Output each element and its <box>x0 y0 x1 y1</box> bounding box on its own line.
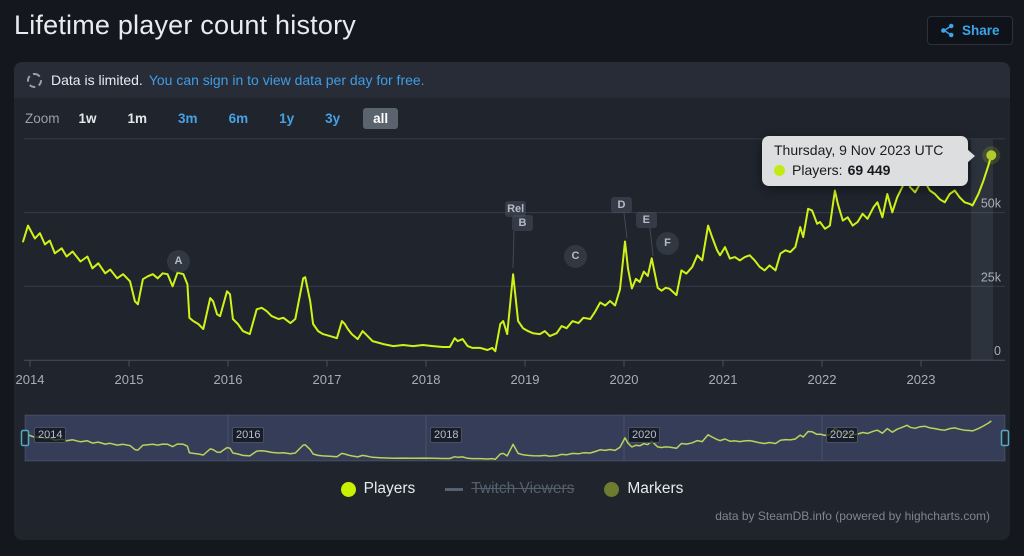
navigator-handle-right[interactable] <box>1000 429 1010 447</box>
players-series-line <box>22 154 993 353</box>
zoom-option-1y[interactable]: 1y <box>279 110 295 126</box>
tooltip-value: 69 449 <box>847 162 891 178</box>
hovered-point-marker[interactable] <box>986 150 997 161</box>
x-axis-label: 2023 <box>907 372 936 387</box>
share-button-label: Share <box>962 23 1000 38</box>
chart-flag-b[interactable]: B <box>512 215 533 231</box>
navigator-year-label: 2016 <box>232 427 265 443</box>
chart-flag-f[interactable]: F <box>656 231 680 255</box>
zoom-option-all[interactable]: all <box>363 107 399 129</box>
players-series-dot-icon <box>774 164 785 176</box>
navigator-year-label: 2020 <box>628 427 661 443</box>
chart-legend: Players Twitch Viewers Markers <box>0 480 1024 498</box>
x-axis-label: 2014 <box>16 372 45 387</box>
chart-flag-c[interactable]: C <box>563 244 587 268</box>
legend-label: Markers <box>627 480 684 497</box>
tooltip-date: Thursday, 9 Nov 2023 UTC <box>774 142 944 158</box>
crosshair-band <box>971 139 993 360</box>
y-axis-label: 25k <box>981 270 1002 284</box>
x-axis-label: 2016 <box>214 372 243 387</box>
notice-text: Data is limited. <box>51 72 143 88</box>
share-button[interactable]: Share <box>927 16 1013 45</box>
navigator-year-label: 2022 <box>826 427 859 443</box>
limited-data-icon <box>27 72 42 88</box>
flag-stem <box>623 212 628 239</box>
x-axis-label: 2015 <box>115 372 144 387</box>
zoom-option-6m[interactable]: 6m <box>228 110 249 126</box>
zoom-option-1m[interactable]: 1m <box>127 110 148 126</box>
markers-marker-icon <box>604 481 620 497</box>
x-axis-label: 2022 <box>808 372 837 387</box>
legend-item-markers[interactable]: Markers <box>604 480 683 498</box>
x-axis-label: 2019 <box>511 372 540 387</box>
share-icon <box>940 23 955 38</box>
legend-item-twitch-viewers[interactable]: Twitch Viewers <box>445 480 574 498</box>
x-axis-label: 2017 <box>313 372 342 387</box>
x-axis-label: 2021 <box>709 372 738 387</box>
x-axis-label: 2020 <box>610 372 639 387</box>
zoom-option-3y[interactable]: 3y <box>325 110 341 126</box>
x-axis-label: 2018 <box>412 372 441 387</box>
chart-flag-e[interactable]: E <box>635 212 657 228</box>
page-title: Lifetime player count history <box>14 10 356 40</box>
tooltip-series-label: Players: <box>792 162 843 178</box>
legend-label: Twitch Viewers <box>471 480 575 497</box>
zoom-option-3m[interactable]: 3m <box>178 110 198 126</box>
flag-stem <box>649 227 654 257</box>
zoom-controls: Zoom 1w 1m 3m 6m 1y 3y all <box>25 105 399 131</box>
legend-label: Players <box>363 480 416 497</box>
zoom-label: Zoom <box>25 110 60 126</box>
flag-stem <box>512 230 515 269</box>
sign-in-link[interactable]: You can sign in to view data per day for… <box>148 72 425 88</box>
y-axis-label: 0 <box>994 344 1001 358</box>
chart-tooltip: Thursday, 9 Nov 2023 UTC Players: 69 449 <box>762 136 975 186</box>
y-axis-label: 50k <box>981 197 1002 211</box>
chart-credits: data by SteamDB.info (powered by highcha… <box>715 509 990 523</box>
twitch-viewers-marker-icon <box>445 487 464 491</box>
chart-flag-a[interactable]: A <box>167 249 190 273</box>
navigator-year-label: 2014 <box>34 427 67 443</box>
navigator-handle-left[interactable] <box>20 429 30 447</box>
zoom-option-1w[interactable]: 1w <box>78 110 97 126</box>
navigator-year-label: 2018 <box>430 427 463 443</box>
data-limited-notice: Data is limited. You can sign in to view… <box>14 62 1010 98</box>
chart-flag-d[interactable]: D <box>611 197 632 213</box>
players-marker-icon <box>340 481 356 497</box>
legend-item-players[interactable]: Players <box>340 480 416 498</box>
chart-flag-rel[interactable]: Rel <box>505 201 527 217</box>
